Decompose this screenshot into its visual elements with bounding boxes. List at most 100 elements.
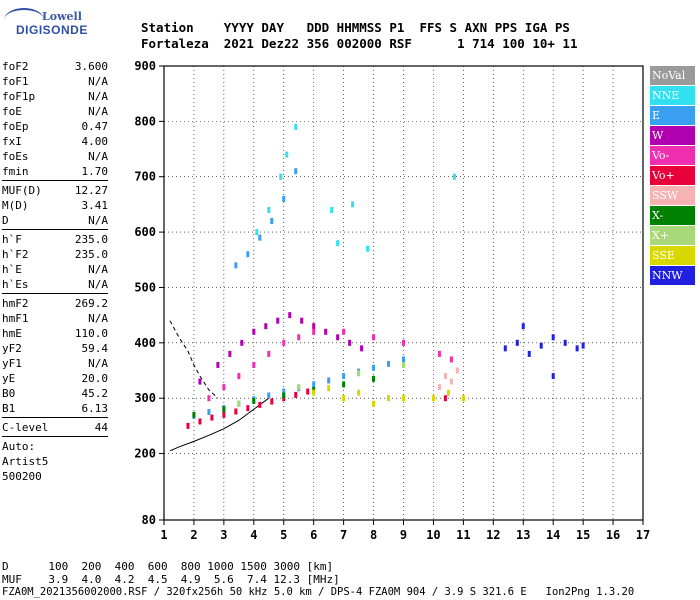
param-value: 269.2 (74, 297, 108, 310)
data-point (357, 370, 361, 377)
data-point (449, 356, 453, 363)
param-name: hmF1 (2, 312, 29, 325)
param-row: hmF1 N/A (2, 311, 108, 326)
data-point (279, 173, 283, 180)
data-point (234, 408, 238, 415)
data-point (336, 334, 340, 341)
data-point (267, 206, 271, 213)
data-point (449, 378, 453, 385)
data-point (342, 395, 346, 402)
data-point (294, 168, 298, 175)
data-point (437, 384, 441, 391)
data-point (312, 323, 316, 330)
param-value: 44 (94, 421, 108, 434)
footer-muf-line: MUF 3.9 4.0 4.2 4.5 4.9 5.6 7.4 12.3 [MH… (2, 573, 340, 586)
legend-item: E (650, 106, 695, 125)
data-point (288, 312, 292, 319)
data-point (282, 392, 286, 399)
param-value: N/A (88, 75, 108, 88)
param-value: N/A (88, 312, 108, 325)
y-tick-label: 80 (142, 513, 156, 527)
data-point (330, 206, 334, 213)
data-point (402, 395, 405, 402)
param-name: h`F2 (2, 248, 29, 261)
logo-top-text: Lowell (42, 10, 82, 23)
param-row: fxI 4.00 (2, 134, 108, 149)
data-point (252, 328, 256, 335)
data-point (207, 395, 211, 402)
x-tick-label: 14 (546, 528, 560, 542)
data-point (357, 389, 361, 396)
data-point (342, 373, 346, 380)
legend-item: SSW (650, 186, 695, 205)
data-point (282, 339, 286, 346)
param-row: D N/A (2, 213, 108, 228)
param-name: yF2 (2, 342, 22, 355)
data-point (446, 389, 450, 396)
param-name: foE (2, 105, 22, 118)
x-tick-label: 4 (250, 528, 257, 542)
data-point (186, 422, 190, 429)
param-value: N/A (88, 263, 108, 276)
x-tick-label: 3 (220, 528, 227, 542)
param-name: M(D) (2, 199, 29, 212)
header-values: Fortaleza 2021 Dez22 356 002000 RSF 1 71… (141, 36, 578, 51)
y-tick-label: 800 (134, 114, 156, 128)
param-value: 235.0 (74, 248, 108, 261)
data-point (372, 400, 376, 407)
data-point (461, 395, 465, 402)
data-point (402, 361, 405, 368)
param-name: foF1p (2, 90, 36, 103)
param-row: foEp 0.47 (2, 119, 108, 134)
logo-bottom-text: DIGISONDE (16, 23, 88, 37)
param-name: MUF(D) (2, 184, 42, 197)
param-value: 0.47 (81, 120, 109, 133)
data-point (294, 391, 298, 398)
data-point (431, 395, 435, 402)
param-name: h`F (2, 233, 22, 246)
data-point (360, 345, 364, 352)
lowell-digisonde-logo: Lowell DIGISONDE (4, 6, 87, 40)
legend-item: W (650, 126, 695, 145)
param-value: N/A (88, 105, 108, 118)
data-point (297, 334, 301, 341)
data-point (270, 398, 274, 405)
data-point (207, 409, 211, 416)
y-tick-label: 400 (134, 336, 156, 350)
param-name: foEp (2, 120, 29, 133)
x-tick-label: 1 (160, 528, 167, 542)
data-point (551, 373, 555, 380)
x-tick-label: 13 (516, 528, 530, 542)
param-name: foF2 (2, 60, 29, 73)
legend-item: X- (650, 206, 695, 225)
data-point (246, 405, 250, 412)
param-row: yF1 N/A (2, 356, 108, 371)
legend-item: SSE (650, 246, 695, 265)
polarization-legend: NoVal NNE E W Vo- Vo+ SSW X- X+ SSE NNW (650, 66, 695, 286)
data-point (297, 384, 301, 391)
data-point (515, 339, 519, 346)
param-row: fmin 1.70 (2, 164, 108, 179)
data-point (402, 356, 405, 363)
data-point (270, 218, 274, 225)
x-tick-label: 8 (370, 528, 377, 542)
data-point (539, 342, 543, 349)
param-row: foF1p N/A (2, 89, 108, 104)
param-value: N/A (88, 278, 108, 291)
data-point (258, 234, 262, 241)
data-point (443, 373, 447, 380)
param-name: h`E (2, 263, 22, 276)
autoscaling-info: Auto: (2, 440, 36, 453)
data-point (306, 388, 310, 395)
data-point (521, 323, 525, 330)
y-tick-label: 500 (134, 280, 156, 294)
param-value: 235.0 (74, 233, 108, 246)
data-point (503, 345, 507, 352)
data-point (452, 173, 456, 180)
param-value: 20.0 (81, 372, 109, 385)
data-point (312, 381, 316, 388)
data-point (372, 375, 376, 382)
x-tick-label: 6 (310, 528, 317, 542)
legend-item: NNW (650, 266, 695, 285)
data-point (387, 395, 391, 402)
